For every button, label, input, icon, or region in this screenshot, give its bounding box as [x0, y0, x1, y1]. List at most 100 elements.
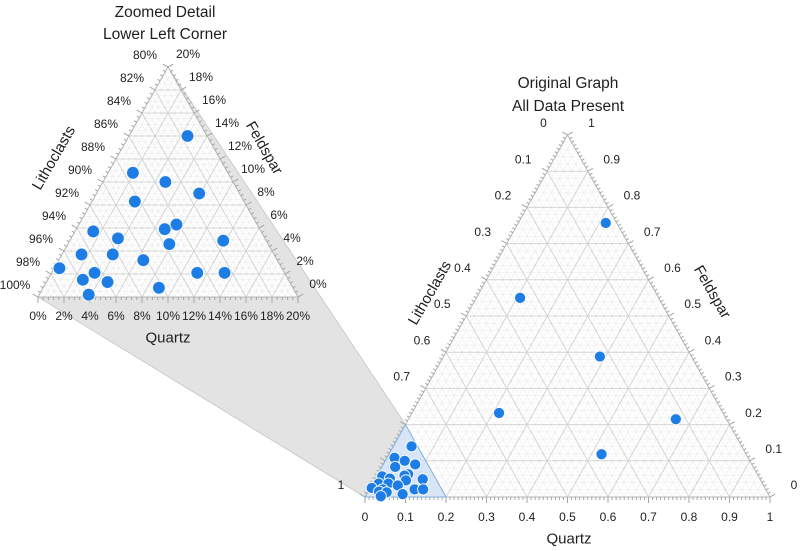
tick-mark	[398, 429, 402, 433]
tick-mark	[493, 259, 497, 263]
tick-mark	[711, 390, 715, 393]
tick-mark	[595, 183, 599, 187]
tick-mark	[201, 124, 205, 128]
tick-mark	[571, 140, 575, 143]
tick-mark	[670, 317, 674, 321]
grid-line	[465, 315, 568, 498]
data-point	[86, 224, 101, 239]
tick-mark	[652, 285, 656, 288]
tick-mark	[567, 131, 573, 136]
tick-mark	[414, 400, 418, 404]
tick-mark	[110, 155, 117, 160]
grid-line	[161, 176, 231, 298]
tick-mark	[690, 353, 694, 357]
tick-mark	[232, 178, 239, 183]
tick-mark	[400, 421, 406, 426]
tick-mark	[467, 306, 471, 310]
tick-label: 12%	[182, 309, 206, 323]
tick-mark	[630, 245, 634, 248]
grid-line	[128, 135, 221, 298]
tick-mark	[743, 448, 747, 451]
grid-line	[112, 164, 188, 298]
tick-mark	[579, 154, 583, 158]
tick-mark	[84, 201, 91, 206]
tick-mark	[692, 357, 696, 360]
data-point	[111, 231, 125, 246]
grid-line	[99, 187, 162, 298]
tick-mark	[441, 353, 445, 357]
tick-mark	[603, 198, 607, 201]
data-point	[74, 247, 89, 262]
tick-mark	[79, 216, 83, 220]
tick-mark	[769, 493, 776, 498]
tick-mark	[420, 390, 424, 393]
grid-line	[425, 388, 487, 498]
tick-mark	[394, 437, 398, 440]
tick-mark	[266, 239, 270, 243]
tick-mark	[271, 247, 278, 252]
tick-mark	[380, 462, 384, 465]
tick-label: 0	[540, 116, 547, 130]
tick-mark	[107, 166, 112, 169]
tick-mark	[725, 415, 729, 418]
grid-line	[550, 301, 661, 498]
tick-mark	[674, 324, 678, 328]
tick-mark	[518, 216, 522, 219]
grid-line	[265, 268, 283, 298]
tick-mark	[477, 288, 481, 292]
grid-line	[567, 315, 670, 498]
tick-mark	[507, 234, 512, 237]
data-point	[125, 165, 140, 180]
tick-mark	[585, 165, 589, 169]
tick-mark	[642, 267, 646, 270]
grid-line	[50, 273, 65, 298]
grid-line	[469, 308, 576, 498]
grid-line	[167, 181, 234, 298]
tick-label: 2%	[55, 309, 73, 323]
grid-line	[615, 359, 694, 498]
tick-mark	[191, 106, 195, 109]
grid-line	[474, 301, 585, 498]
grid-line	[526, 207, 690, 498]
tick-mark	[593, 180, 597, 183]
tick-mark	[541, 167, 548, 172]
tick-mark	[757, 473, 761, 476]
tick-mark	[459, 321, 463, 324]
tick-mark	[420, 385, 426, 389]
tick-label: 92%	[55, 186, 79, 200]
tick-label: 0.4	[519, 510, 536, 524]
tick-label: 80%	[133, 48, 157, 62]
tick-mark	[287, 276, 291, 280]
tick-mark	[694, 361, 698, 364]
tick-mark	[175, 78, 179, 82]
tick-mark	[767, 491, 771, 494]
tick-mark	[497, 252, 501, 255]
grid-line	[226, 233, 263, 298]
tick-mark	[676, 328, 680, 331]
tick-label: 0	[362, 510, 369, 524]
tick-mark	[196, 115, 200, 119]
tick-mark	[532, 191, 536, 194]
tick-mark	[68, 235, 73, 238]
grid-line	[164, 72, 292, 298]
tick-mark	[217, 152, 221, 155]
tick-mark	[562, 136, 566, 140]
tick-label: 8%	[257, 185, 275, 199]
tick-mark	[739, 440, 743, 444]
tick-mark	[92, 193, 96, 197]
tick-mark	[719, 404, 723, 407]
grid-line	[648, 388, 710, 498]
grid-line	[109, 170, 182, 298]
tick-mark	[245, 201, 252, 206]
tick-mark	[680, 335, 684, 339]
tick-mark	[638, 259, 642, 263]
tick-mark	[460, 312, 467, 317]
data-point	[127, 194, 142, 209]
grid-line	[44, 285, 52, 298]
tick-mark	[453, 332, 457, 335]
tick-mark	[534, 187, 538, 190]
tick-label: 6%	[107, 309, 125, 323]
tick-mark	[136, 115, 140, 119]
tick-mark	[32, 293, 39, 298]
